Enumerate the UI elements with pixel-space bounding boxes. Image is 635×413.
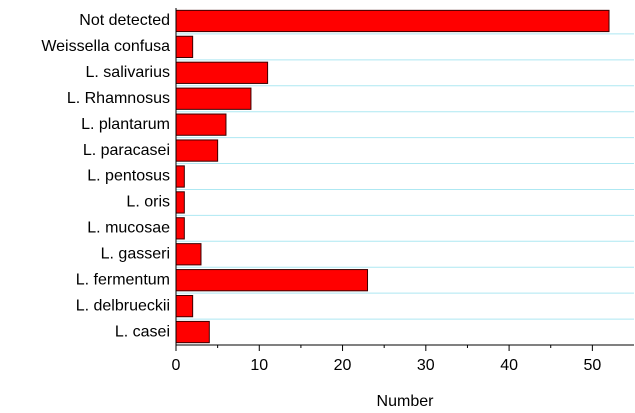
y-tick-label: L. mucosae: [87, 220, 170, 237]
bar: [175, 294, 194, 318]
y-tick-label: L. oris: [126, 194, 170, 211]
bar: [175, 61, 269, 84]
bar: [175, 35, 194, 59]
y-tick-label: L. casei: [115, 323, 170, 340]
bar: [175, 87, 252, 110]
x-axis-label: Number: [377, 393, 435, 410]
bar: [175, 191, 185, 214]
x-tick-label: 0: [172, 357, 181, 374]
x-tick-label: 20: [334, 357, 352, 374]
x-tick-label: 30: [417, 357, 435, 374]
bar: [175, 113, 227, 136]
y-tick-label: L. fermentum: [76, 271, 170, 288]
bar: [175, 139, 219, 162]
y-tick-label: L. delbrueckii: [76, 297, 170, 314]
x-tick-label: 40: [500, 357, 518, 374]
y-tick-label: Not detected: [79, 12, 170, 29]
bar: [175, 217, 185, 240]
x-tick-label: 50: [583, 357, 601, 374]
bar: [175, 9, 610, 33]
bar: [175, 165, 185, 188]
x-tick-label: 10: [250, 357, 268, 374]
y-tick-label: L. plantarum: [81, 116, 170, 133]
y-tick-label: L. Rhamnosus: [67, 90, 170, 107]
bar: [175, 269, 369, 292]
bar: [175, 243, 202, 266]
y-tick-label: L. gasseri: [101, 245, 170, 262]
y-tick-label: L. pentosus: [87, 168, 170, 185]
y-tick-label: L. salivarius: [86, 64, 170, 81]
y-tick-label: L. paracasei: [83, 142, 170, 159]
bar: [175, 320, 210, 344]
y-tick-label: Weissella confusa: [41, 38, 170, 55]
